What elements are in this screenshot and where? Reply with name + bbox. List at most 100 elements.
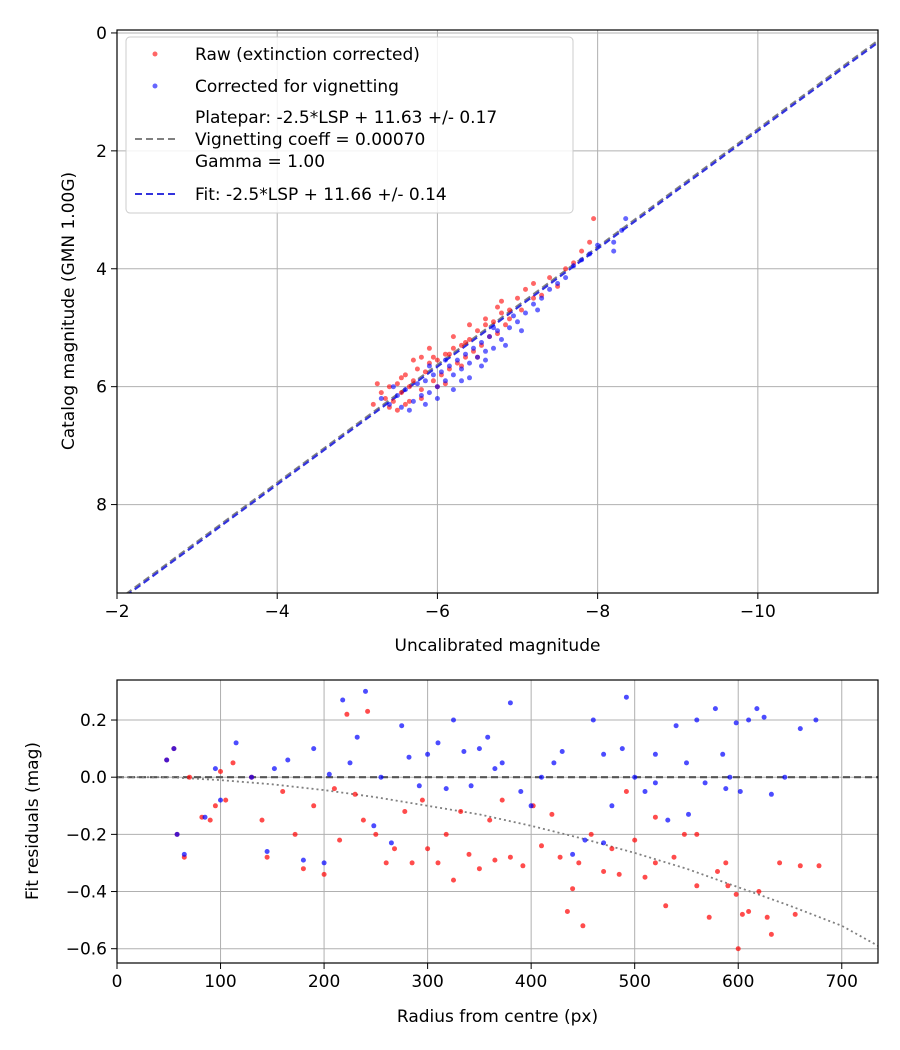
top-point-corrected (579, 257, 585, 263)
bottom-point-raw (570, 886, 576, 892)
bottom-point-corrected (492, 766, 498, 772)
top-point-corrected (434, 384, 440, 390)
top-point-raw (378, 390, 384, 396)
bottom-x-tick-label: 0 (112, 972, 123, 992)
bottom-point-corrected (425, 751, 431, 757)
top-axis-ticks: −2 −4 −6 −8 −10 0 2 4 6 8 (96, 24, 776, 622)
top-point-raw (515, 295, 520, 301)
top-point-corrected (398, 404, 404, 410)
bottom-point-raw (373, 831, 379, 837)
bottom-point-corrected (761, 714, 767, 720)
top-point-raw (523, 286, 528, 292)
bottom-point-corrected (686, 811, 691, 817)
top-point-corrected (555, 281, 561, 286)
bottom-point-corrected (363, 688, 368, 694)
bottom-point-raw (507, 854, 513, 860)
top-point-raw (503, 322, 508, 328)
bottom-point-corrected (813, 717, 819, 723)
top-point-raw (587, 239, 593, 245)
bottom-point-raw (549, 811, 555, 817)
bottom-point-corrected (623, 694, 629, 700)
bottom-point-raw (212, 803, 218, 809)
bottom-point-corrected (164, 757, 170, 763)
bottom-point-corrected (202, 814, 208, 820)
bottom-point-raw (259, 817, 265, 823)
top-point-corrected (394, 393, 400, 398)
top-point-raw (579, 248, 585, 254)
bottom-point-raw (756, 889, 762, 894)
legend-box (125, 36, 574, 214)
bottom-point-corrected (435, 740, 441, 746)
top-point-raw (450, 345, 456, 351)
bottom-point-raw (344, 711, 350, 717)
top-point-raw (483, 322, 488, 328)
bottom-point-raw (443, 831, 449, 837)
bottom-point-corrected (443, 786, 449, 792)
top-point-corrected (390, 384, 396, 390)
top-point-corrected (386, 401, 392, 407)
bottom-point-raw (499, 797, 505, 803)
top-point-corrected (479, 363, 484, 369)
bottom-point-raw (539, 843, 544, 849)
bottom-point-raw (425, 846, 431, 852)
bottom-point-raw (694, 831, 700, 837)
bottom-point-raw (300, 866, 306, 872)
top-point-corrected (519, 328, 524, 334)
bottom-point-corrected (737, 789, 743, 794)
bottom-point-raw (588, 831, 594, 837)
top-y-tick-label: 4 (96, 260, 107, 280)
top-point-corrected (539, 295, 545, 301)
top-point-corrected (378, 396, 384, 401)
top-y-axis-label: Catalog magnitude (GMN 1.00G) (59, 172, 79, 450)
bottom-point-raw (520, 863, 526, 869)
top-point-raw (434, 357, 440, 363)
bottom-point-corrected (499, 760, 505, 766)
top-point-corrected (450, 387, 456, 393)
top-point-corrected (459, 378, 464, 384)
top-point-corrected (483, 348, 488, 354)
top-point-raw (430, 378, 436, 384)
top-point-raw (495, 304, 500, 310)
top-point-raw (374, 381, 380, 387)
bottom-point-raw (671, 854, 677, 860)
bottom-point-raw (337, 837, 343, 843)
top-point-corrected (495, 328, 500, 334)
top-point-corrected (595, 242, 601, 248)
bottom-point-raw (223, 797, 229, 803)
top-point-raw (459, 342, 464, 348)
legend-label-fit: Fit: -2.5*LSP + 11.66 +/- 0.14 (195, 185, 447, 205)
bottom-point-corrected (632, 774, 638, 780)
top-point-corrected (430, 372, 436, 378)
top-point-corrected (422, 401, 428, 407)
legend-marker-corrected (152, 83, 158, 89)
bottom-point-raw (207, 817, 213, 823)
bottom-point-raw (280, 789, 286, 794)
bottom-point-corrected (590, 717, 596, 723)
top-point-raw (410, 357, 416, 363)
bottom-point-corrected (570, 851, 576, 857)
top-x-tick-label: −8 (585, 602, 610, 622)
bottom-point-raw (264, 854, 270, 860)
bottom-point-corrected (582, 837, 588, 843)
top-point-raw (386, 384, 392, 390)
top-point-corrected (507, 325, 512, 331)
bottom-point-corrected (619, 746, 625, 752)
bottom-point-corrected (528, 803, 534, 809)
bottom-point-corrected (754, 706, 760, 712)
bottom-point-raw (466, 851, 472, 857)
top-point-corrected (467, 360, 472, 366)
top-point-corrected (402, 387, 408, 393)
top-point-corrected (499, 337, 504, 342)
top-line-fit (127, 41, 878, 593)
bottom-point-corrected (174, 831, 180, 837)
bottom-point-raw (652, 814, 658, 820)
legend: Raw (extinction corrected) Corrected for… (125, 36, 574, 214)
bottom-point-corrected (733, 720, 739, 726)
bottom-point-corrected (311, 746, 317, 752)
top-point-corrected (418, 393, 424, 398)
bottom-point-raw (360, 817, 366, 823)
bottom-x-tick-label: 700 (826, 972, 858, 992)
bottom-point-corrected (694, 717, 700, 723)
